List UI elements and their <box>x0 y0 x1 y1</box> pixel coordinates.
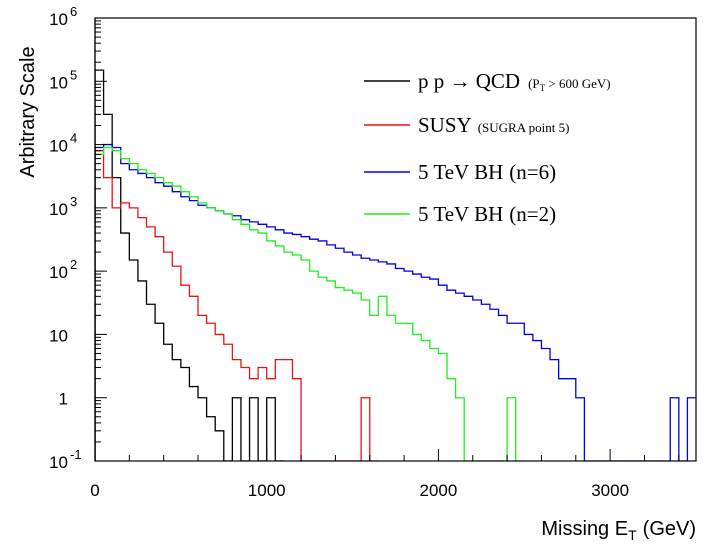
x-axis: 0 1000 2000 3000 <box>90 449 680 500</box>
y-tick-label: 10 5 <box>49 67 77 92</box>
series-line-3 <box>95 146 525 461</box>
y-tick-label: 10 4 <box>49 131 77 156</box>
legend-entry-0: p p → QCD (PT > 600 GeV) <box>418 69 611 93</box>
x-axis-title-sub: T <box>628 527 637 543</box>
y-tick-label: 10 3 <box>49 194 77 219</box>
y-tick-label: 10 <box>49 326 68 345</box>
series-line-0 <box>95 69 284 461</box>
x-axis-title-main: Missing E <box>541 518 628 540</box>
series-line-1 <box>95 150 379 461</box>
y-tick-label: 10 6 <box>49 4 77 29</box>
x-tick-label: 3000 <box>591 481 629 500</box>
y-tick-label: 10 2 <box>49 257 77 282</box>
series-3 <box>95 146 525 461</box>
legend-entry-3: 5 TeV BH (n=2) <box>418 202 556 226</box>
series-layer <box>95 69 696 461</box>
legend: p p → QCD (PT > 600 GeV) SUSY (SUGRA point … <box>364 69 611 226</box>
y-axis-title: Arbitrary Scale <box>17 46 39 177</box>
x-tick-label: 2000 <box>420 481 458 500</box>
y-tick-label: 1 <box>59 390 68 409</box>
legend-entry-2: 5 TeV BH (n=6) <box>418 160 556 184</box>
series-1 <box>95 150 379 461</box>
x-axis-title-unit: (GeV) <box>643 518 696 540</box>
series-line-2 <box>95 143 696 461</box>
x-tick-label: 0 <box>90 481 99 500</box>
x-tick-label: 1000 <box>248 481 286 500</box>
x-axis-title: Missing ET (GeV) <box>541 518 696 543</box>
series-2 <box>95 143 696 461</box>
legend-entry-1: SUSY (SUGRA point 5) <box>418 113 569 137</box>
y-tick-label: 10 -1 <box>49 447 81 472</box>
series-0 <box>95 69 284 461</box>
